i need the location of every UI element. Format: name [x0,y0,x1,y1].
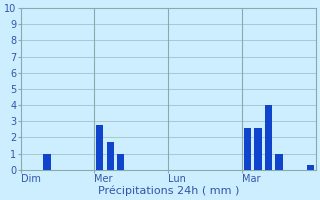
Bar [254,128,261,170]
X-axis label: Précipitations 24h ( mm ): Précipitations 24h ( mm ) [98,185,239,196]
Bar [43,154,51,170]
Bar [96,125,103,170]
Bar [107,142,114,170]
Bar [307,165,314,170]
Bar [275,154,283,170]
Bar [265,105,272,170]
Bar [117,154,124,170]
Bar [244,128,251,170]
